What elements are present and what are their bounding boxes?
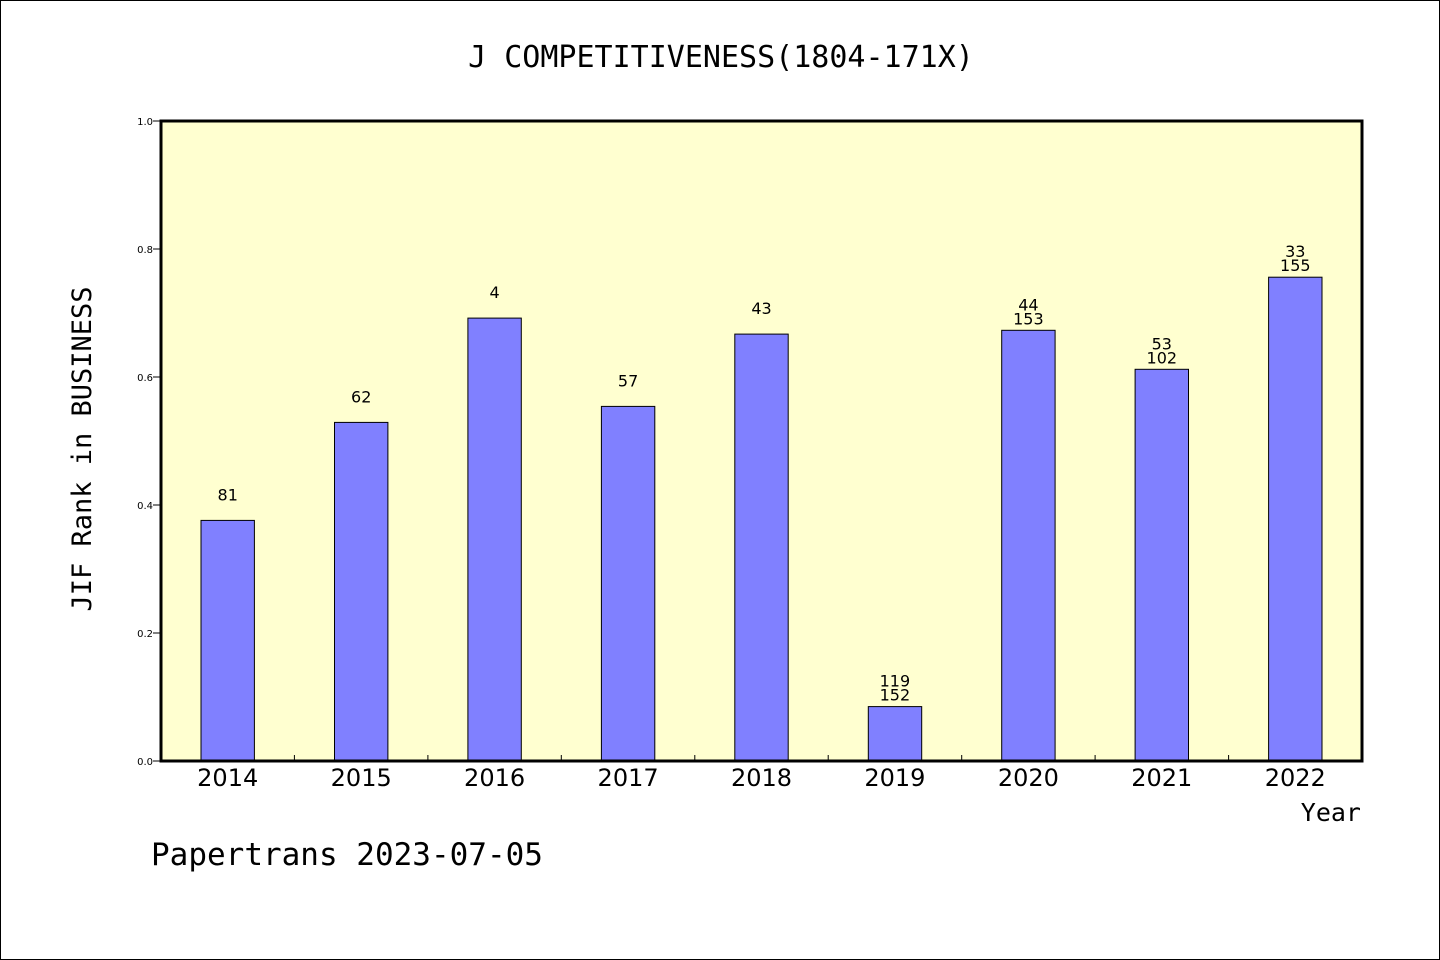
bar-2021	[1134, 368, 1189, 762]
bar-value-label-2018-1: 43	[751, 299, 771, 318]
bar-value-label-2019-1: 119	[880, 672, 911, 691]
x-tick-label-2016: 2016	[464, 764, 525, 792]
bar-value-label-2020-1: 44	[1018, 295, 1038, 314]
bar-2017	[600, 405, 656, 762]
y-tick-label-0.6: 0.6	[137, 373, 153, 384]
bar-value-label-2021-1: 53	[1152, 334, 1172, 353]
bar-value-label-2022-1: 33	[1285, 242, 1305, 261]
y-axis-label: JIF Rank in BUSINESS	[67, 286, 98, 611]
bar-value-label-2017-1: 57	[618, 371, 638, 390]
y-axis-ticks: 0.0 0.2 0.4 0.6 0.8 1.0	[137, 117, 161, 768]
bar-value-label-2022-2: 155	[1280, 256, 1311, 275]
bar-2018	[734, 333, 789, 762]
bar-2016	[467, 317, 522, 762]
bar-value-label-2020-2: 153	[1013, 309, 1044, 328]
bars-group	[200, 276, 1323, 762]
x-tick-label-2022: 2022	[1265, 764, 1326, 792]
bar-value-label-2015-1: 62	[351, 387, 371, 406]
bar-2014	[200, 519, 255, 762]
x-tick-label-2020: 2020	[998, 764, 1059, 792]
bar-2020	[1001, 329, 1056, 762]
x-axis-label: Year	[1301, 798, 1361, 827]
bar-value-label-2019-2: 152	[880, 686, 911, 705]
x-tick-label-2017: 2017	[598, 764, 659, 792]
bar-2015	[334, 421, 389, 762]
bar-value-label-2016-1: 4	[490, 283, 500, 302]
chart-title: J COMPETITIVENESS(1804-171X)	[468, 40, 974, 75]
y-tick-label-0.8: 0.8	[137, 245, 153, 256]
y-tick-label-0.0: 0.0	[137, 757, 153, 768]
bar-value-label-2021-2: 102	[1147, 348, 1178, 367]
y-tick-label-0.4: 0.4	[137, 501, 153, 512]
bar-value-label-2014-1: 81	[218, 485, 238, 504]
y-tick-label-0.2: 0.2	[137, 629, 153, 640]
plot-border	[159, 119, 1364, 763]
footer-credit: Papertrans 2023-07-05	[151, 837, 543, 873]
x-axis-ticks: 2014 2015 2016 2017 2018 2019 2020 2021 2022	[197, 755, 1326, 792]
bar-2022	[1268, 276, 1323, 762]
bar-2019	[867, 706, 923, 762]
x-tick-label-2014: 2014	[197, 764, 258, 792]
x-tick-label-2019: 2019	[864, 764, 925, 792]
x-tick-label-2018: 2018	[731, 764, 792, 792]
x-tick-label-2015: 2015	[331, 764, 392, 792]
y-tick-label-1.0: 1.0	[137, 117, 153, 128]
x-tick-label-2021: 2021	[1131, 764, 1192, 792]
